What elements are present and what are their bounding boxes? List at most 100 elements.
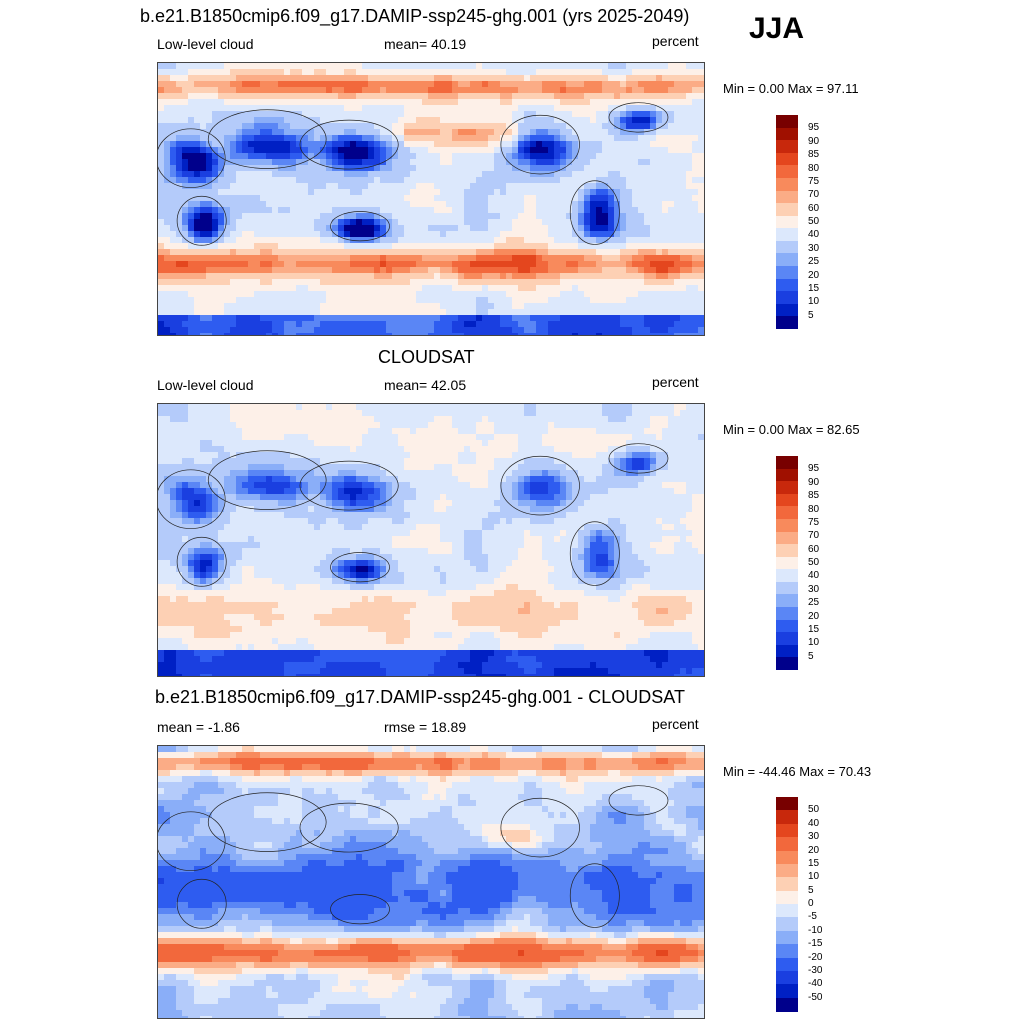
colorbar-swatch (776, 657, 798, 671)
panel-1-minmax: Min = 0.00 Max = 97.11 (723, 81, 859, 96)
colorbar-swatch (776, 115, 798, 129)
panel-3-map (157, 745, 705, 1019)
coastline (158, 128, 226, 188)
colorbar-tick-label: -40 (808, 978, 823, 990)
colorbar-tick-label: -10 (808, 924, 823, 936)
coastline (158, 811, 226, 871)
colorbar-tick-label: -5 (808, 911, 817, 923)
coastline (608, 102, 669, 133)
panel-3-minmax: Min = -44.46 Max = 70.43 (723, 764, 872, 779)
coastline (569, 180, 620, 245)
colorbar-swatch (776, 544, 798, 558)
colorbar-swatch (776, 877, 798, 892)
colorbar-tick-label: 75 (808, 175, 820, 187)
panel-1-map (157, 62, 705, 336)
panel-2-title: CLOUDSAT (378, 347, 475, 367)
season-label: JJA (749, 12, 805, 45)
colorbar-tick-label: 15 (808, 857, 820, 869)
colorbar-tick-label: 25 (808, 597, 820, 609)
colorbar-swatch (776, 957, 798, 972)
colorbar-tick-label: 75 (808, 516, 820, 528)
colorbar-tick-label: 85 (808, 490, 820, 502)
panel-2-colorbar: 95 90 85 80 75 70 60 50 40 30 25 20 15 10 5 (776, 456, 819, 671)
colorbar-swatch (776, 456, 798, 470)
coastline (608, 443, 669, 474)
coastline (176, 878, 227, 929)
colorbar-tick-label: 95 (808, 122, 820, 134)
colorbar-tick-label: 30 (808, 583, 820, 595)
colorbar-swatch (776, 970, 798, 985)
coastline (207, 109, 327, 169)
colorbar-swatch (776, 594, 798, 608)
colorbar-tick-label: 10 (808, 871, 820, 883)
colorbar-tick-label: 10 (808, 296, 820, 308)
colorbar-swatch (776, 291, 798, 305)
colorbar-tick-label: 20 (808, 610, 820, 622)
colorbar-tick-label: 25 (808, 256, 820, 268)
colorbar-tick-label: 70 (808, 189, 820, 201)
panel-3-mean: mean = -1.86 (157, 719, 240, 735)
panel-3-rmse: rmse = 18.89 (384, 719, 467, 735)
coastline (330, 894, 390, 925)
colorbar-swatch (776, 531, 798, 545)
colorbar-tick-label: 5 (808, 650, 814, 662)
coastline (207, 792, 327, 852)
colorbar-swatch (776, 127, 798, 141)
panel-1-colorbar: 95 90 85 80 75 70 60 50 40 30 25 20 15 10 5 (776, 115, 819, 330)
colorbar-swatch (776, 303, 798, 317)
colorbar-swatch (776, 997, 798, 1012)
colorbar-tick-label: 40 (808, 570, 820, 582)
colorbar-swatch (776, 152, 798, 166)
coastline (330, 552, 390, 583)
panel-2-mean: mean= 42.05 (384, 377, 467, 393)
colorbar-swatch (776, 215, 798, 229)
colorbar-swatch (776, 607, 798, 621)
coastline (500, 114, 580, 175)
colorbar-swatch (776, 581, 798, 595)
colorbar-swatch (776, 228, 798, 242)
coastline (176, 536, 227, 587)
colorbar-swatch (776, 203, 798, 217)
colorbar-tick-label: 85 (808, 149, 820, 161)
colorbar-tick-label: 15 (808, 623, 820, 635)
colorbar-tick-label: -15 (808, 938, 823, 950)
panel-3-colorbar: 50 40 30 20 15 10 5 0 -5 -10 -15 -20 -30 -40 -50 (776, 797, 822, 1012)
coastline (207, 450, 327, 510)
coastline (608, 785, 669, 816)
colorbar-tick-label: 40 (808, 229, 820, 241)
colorbar-tick-label: 30 (808, 242, 820, 254)
panel-2-variable-label: Low-level cloud (157, 377, 254, 393)
coastline (569, 863, 620, 928)
coastline (299, 460, 399, 511)
colorbar-swatch (776, 644, 798, 658)
panel-3-title: b.e21.B1850cmip6.f09_g17.DAMIP-ssp245-gh… (155, 687, 685, 707)
colorbar-tick-label: 70 (808, 530, 820, 542)
colorbar-swatch (776, 468, 798, 482)
colorbar-tick-label: 30 (808, 831, 820, 843)
colorbar-tick-label: 50 (808, 557, 820, 568)
colorbar-tick-label: 5 (808, 309, 814, 321)
colorbar-swatch (776, 240, 798, 254)
colorbar-tick-label: 80 (808, 503, 820, 515)
coastline (569, 521, 620, 586)
colorbar-swatch (776, 850, 798, 865)
coastline (330, 211, 390, 242)
panel-1-units: percent (652, 33, 699, 49)
colorbar-swatch (776, 863, 798, 878)
colorbar-swatch (776, 556, 798, 570)
panel-2-minmax: Min = 0.00 Max = 82.65 (723, 422, 860, 437)
colorbar-tick-label: -30 (808, 964, 823, 976)
colorbar-swatch (776, 917, 798, 932)
colorbar-tick-label: 5 (808, 884, 814, 896)
colorbar-swatch (776, 177, 798, 192)
panel-2-units: percent (652, 374, 699, 390)
coastline (299, 802, 399, 853)
panel-3-units: percent (652, 716, 699, 732)
colorbar-tick-label: 90 (808, 135, 820, 147)
panel-2-map (157, 403, 705, 677)
colorbar-swatch (776, 493, 798, 507)
colorbar-swatch (776, 904, 798, 918)
coastline (500, 797, 580, 858)
panel-1-variable-label: Low-level cloud (157, 36, 254, 52)
coastline (299, 119, 399, 170)
